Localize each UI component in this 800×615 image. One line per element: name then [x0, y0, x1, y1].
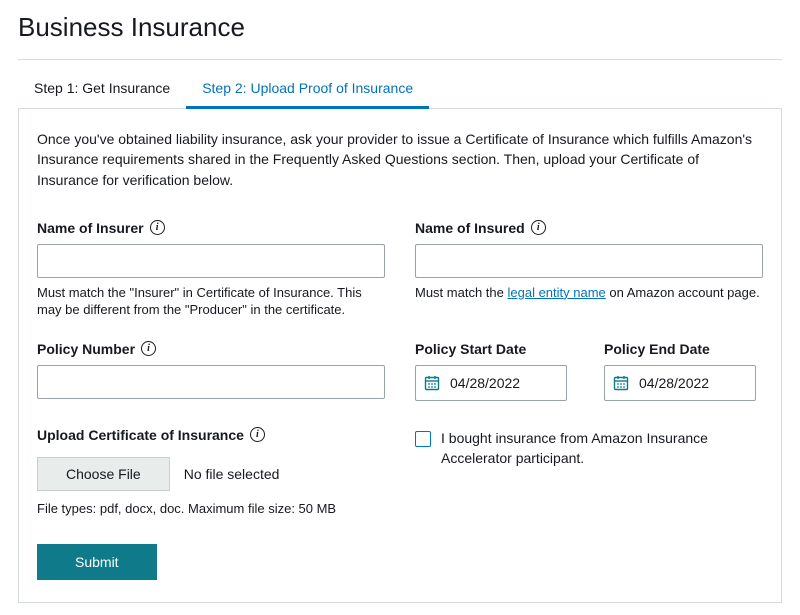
info-icon[interactable]: i [531, 220, 546, 235]
calendar-icon [424, 375, 440, 391]
insured-label: Name of Insured i [415, 220, 546, 236]
tab-step2[interactable]: Step 2: Upload Proof of Insurance [186, 70, 429, 109]
start-date-input[interactable]: 04/28/2022 [415, 365, 567, 401]
accelerator-checkbox[interactable] [415, 431, 431, 447]
insurer-hint: Must match the "Insurer" in Certificate … [37, 284, 385, 319]
submit-button[interactable]: Submit [37, 544, 157, 580]
legal-entity-link[interactable]: legal entity name [507, 285, 605, 300]
page-title: Business Insurance [18, 12, 782, 43]
policy-number-label: Policy Number i [37, 341, 156, 357]
insured-label-text: Name of Insured [415, 220, 525, 236]
insured-hint-suffix: on Amazon account page. [606, 285, 760, 300]
accelerator-checkbox-label: I bought insurance from Amazon Insurance… [441, 429, 763, 468]
intro-text: Once you've obtained liability insurance… [37, 129, 763, 190]
end-date-label: Policy End Date [604, 341, 710, 357]
info-icon[interactable]: i [141, 341, 156, 356]
form-panel: Once you've obtained liability insurance… [18, 109, 782, 603]
insurer-label-text: Name of Insurer [37, 220, 144, 236]
choose-file-button[interactable]: Choose File [37, 457, 170, 491]
end-date-value: 04/28/2022 [639, 375, 709, 391]
calendar-icon [613, 375, 629, 391]
policy-number-label-text: Policy Number [37, 341, 135, 357]
upload-label-text: Upload Certificate of Insurance [37, 427, 244, 443]
insured-hint-prefix: Must match the [415, 285, 507, 300]
policy-number-input[interactable] [37, 365, 385, 399]
info-icon[interactable]: i [150, 220, 165, 235]
start-date-label: Policy Start Date [415, 341, 526, 357]
start-date-value: 04/28/2022 [450, 375, 520, 391]
file-hint: File types: pdf, docx, doc. Maximum file… [37, 501, 385, 516]
tabs: Step 1: Get Insurance Step 2: Upload Pro… [18, 70, 782, 109]
end-date-input[interactable]: 04/28/2022 [604, 365, 756, 401]
insured-hint: Must match the legal entity name on Amaz… [415, 284, 763, 302]
insurer-label: Name of Insurer i [37, 220, 165, 236]
insured-input[interactable] [415, 244, 763, 278]
info-icon[interactable]: i [250, 427, 265, 442]
file-status: No file selected [184, 466, 280, 482]
tab-step1[interactable]: Step 1: Get Insurance [18, 70, 186, 108]
divider [18, 59, 782, 60]
upload-label: Upload Certificate of Insurance i [37, 427, 265, 443]
insurer-input[interactable] [37, 244, 385, 278]
